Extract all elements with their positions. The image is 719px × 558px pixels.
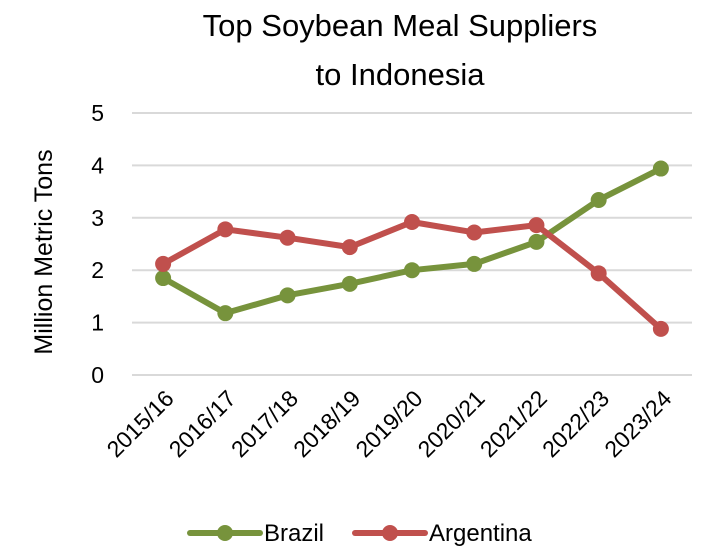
data-point-brazil	[652, 160, 669, 177]
gridlines	[132, 112, 692, 376]
y-tick-label: 3	[91, 205, 104, 231]
data-point-brazil	[341, 275, 358, 292]
data-point-brazil	[466, 255, 483, 272]
series-line-brazil	[160, 165, 664, 317]
x-tick-label: 2021/22	[475, 385, 552, 462]
data-point-brazil	[404, 262, 420, 279]
data-point-argentina	[341, 239, 358, 256]
legend-label-argentina: Argentina	[429, 520, 532, 547]
data-point-argentina	[652, 320, 669, 337]
y-tick-label: 1	[91, 310, 104, 336]
y-tick-labels: 0 1 2 3 4 5	[91, 100, 104, 388]
y-tick-label: 4	[91, 152, 104, 178]
data-point-argentina	[279, 229, 296, 246]
x-tick-label: 2020/21	[413, 385, 490, 462]
legend: Brazil Argentina	[187, 520, 532, 547]
data-point-argentina	[404, 213, 420, 230]
y-tick-label: 2	[91, 257, 104, 283]
chart-title-line-2: to Indonesia	[316, 57, 486, 92]
data-point-argentina	[528, 217, 545, 234]
x-tick-label: 2018/19	[288, 385, 365, 462]
data-point-brazil	[590, 191, 607, 208]
x-tick-label: 2017/18	[226, 385, 303, 462]
data-point-argentina	[590, 265, 607, 282]
x-tick-label: 2019/20	[350, 385, 427, 462]
data-point-brazil	[279, 287, 296, 304]
chart-title-line-1: Top Soybean Meal Suppliers	[203, 8, 598, 43]
data-point-argentina	[466, 224, 483, 241]
y-tick-label: 0	[91, 362, 104, 388]
legend-marker-brazil	[217, 525, 233, 541]
data-point-brazil	[528, 233, 545, 250]
x-tick-label: 2015/16	[101, 385, 178, 462]
series-lines	[155, 160, 669, 337]
legend-marker-argentina	[382, 525, 398, 541]
y-axis-label: Million Metric Tons	[30, 149, 58, 354]
x-tick-label: 2023/24	[599, 385, 676, 462]
x-tick-label: 2022/23	[537, 385, 614, 462]
data-point-argentina	[155, 255, 172, 272]
data-point-brazil	[155, 270, 172, 287]
legend-label-brazil: Brazil	[264, 520, 324, 547]
data-point-argentina	[217, 221, 234, 238]
data-point-brazil	[217, 305, 234, 322]
y-tick-label: 5	[91, 100, 104, 126]
x-tick-labels: 2015/162016/172017/182018/192019/202020/…	[101, 385, 676, 462]
x-tick-label: 2016/17	[164, 385, 241, 462]
